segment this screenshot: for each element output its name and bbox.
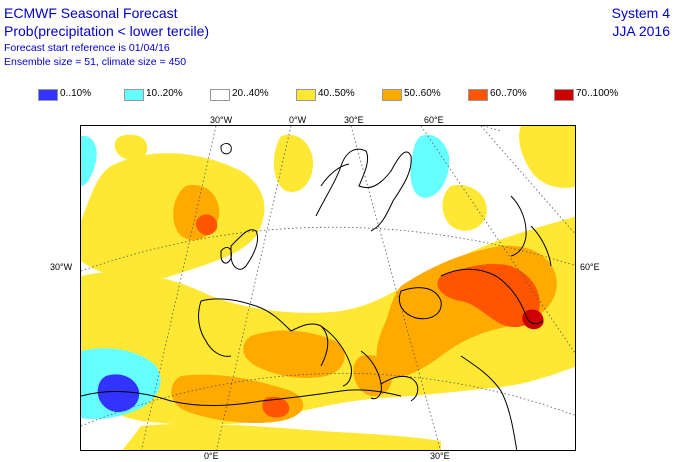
system-label: System 4: [611, 5, 670, 21]
legend-swatch-0-10: [38, 89, 58, 101]
season-label: JJA 2016: [612, 23, 670, 39]
legend-label-70-100: 70..100%: [576, 88, 619, 99]
legend-label-10-20: 10..20%: [146, 88, 183, 99]
forecast-subtitle: Prob(precipitation < lower tercile): [4, 23, 210, 39]
legend-label-60-70: 60..70%: [490, 88, 527, 99]
legend-swatch-70-100: [554, 89, 574, 101]
legend-swatch-50-60: [382, 89, 402, 101]
forecast-title: ECMWF Seasonal Forecast: [4, 5, 178, 21]
lon-label-0e-bottom: 0°E: [204, 451, 219, 461]
coastlines: [81, 143, 552, 450]
legend-label-40-50: 40..50%: [318, 88, 355, 99]
legend-swatch-20-40: [210, 89, 230, 101]
lon-label-30e-top: 30°E: [344, 115, 364, 125]
lon-label-60e-right: 60°E: [580, 262, 600, 272]
legend-swatch-10-20: [124, 89, 144, 101]
lon-label-0w-top: 0°W: [289, 115, 307, 125]
legend-swatch-40-50: [296, 89, 316, 101]
lon-label-30w-left: 30°W: [50, 262, 73, 272]
prob-0-10-region: [97, 374, 140, 413]
legend-label-50-60: 50..60%: [404, 88, 441, 99]
lon-label-30w-top: 30°W: [210, 115, 233, 125]
graticule-lines: [81, 126, 575, 450]
ensemble-size: Ensemble size = 51, climate size = 450: [4, 56, 187, 68]
prob-70-100-region: [522, 309, 544, 330]
lon-label-30e-bottom: 30°E: [430, 451, 450, 461]
prob-60-70-region: [195, 214, 540, 418]
legend-label-0-10: 0..10%: [60, 88, 92, 99]
map-canvas: [81, 126, 575, 450]
legend-label-20-40: 20..40%: [232, 88, 269, 99]
lon-label-60e-top: 60°E: [424, 115, 444, 125]
probability-map: [80, 125, 576, 451]
forecast-start-reference: Forecast start reference is 01/04/16: [4, 42, 170, 54]
legend-swatch-60-70: [468, 89, 488, 101]
